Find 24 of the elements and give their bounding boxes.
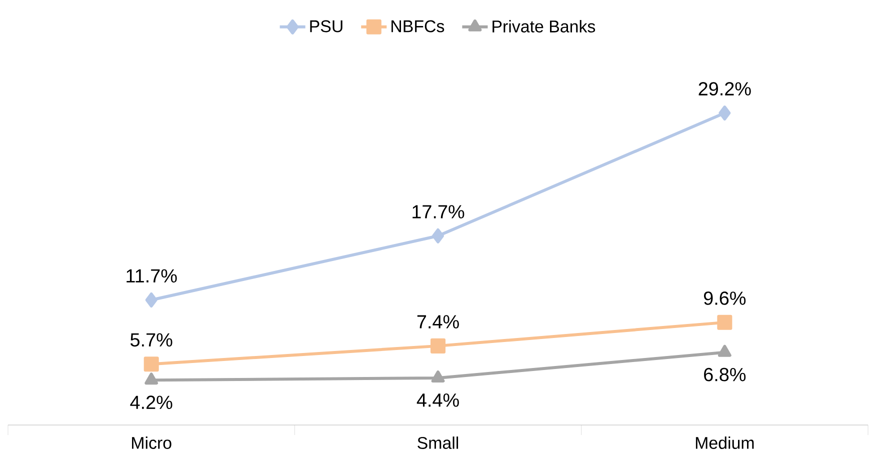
- point: [431, 370, 445, 382]
- data-label: 4.2%: [130, 396, 172, 409]
- data-label: 9.6%: [704, 292, 746, 305]
- x-tick-label: Micro: [132, 436, 172, 449]
- data-label: 17.7%: [412, 205, 464, 218]
- data-label: 4.4%: [416, 394, 459, 407]
- point: [718, 344, 732, 357]
- x-tick-label: Medium: [696, 436, 754, 449]
- legend-label: Private Banks: [492, 20, 596, 32]
- point: [717, 314, 732, 330]
- x-tick-label: Small: [418, 436, 458, 449]
- data-label: 5.7%: [130, 333, 172, 347]
- point: [145, 292, 158, 308]
- data-label: 7.4%: [417, 315, 459, 328]
- point: [430, 338, 446, 354]
- point: [718, 106, 731, 121]
- point: [144, 356, 159, 372]
- legend-label: PSU: [310, 20, 342, 32]
- data-label: 11.7%: [126, 269, 177, 282]
- point: [432, 228, 444, 244]
- legend-label: NBFCs: [392, 20, 444, 32]
- data-label: 29.2%: [698, 82, 751, 96]
- point: [144, 372, 158, 385]
- data-label: 6.8%: [704, 368, 746, 382]
